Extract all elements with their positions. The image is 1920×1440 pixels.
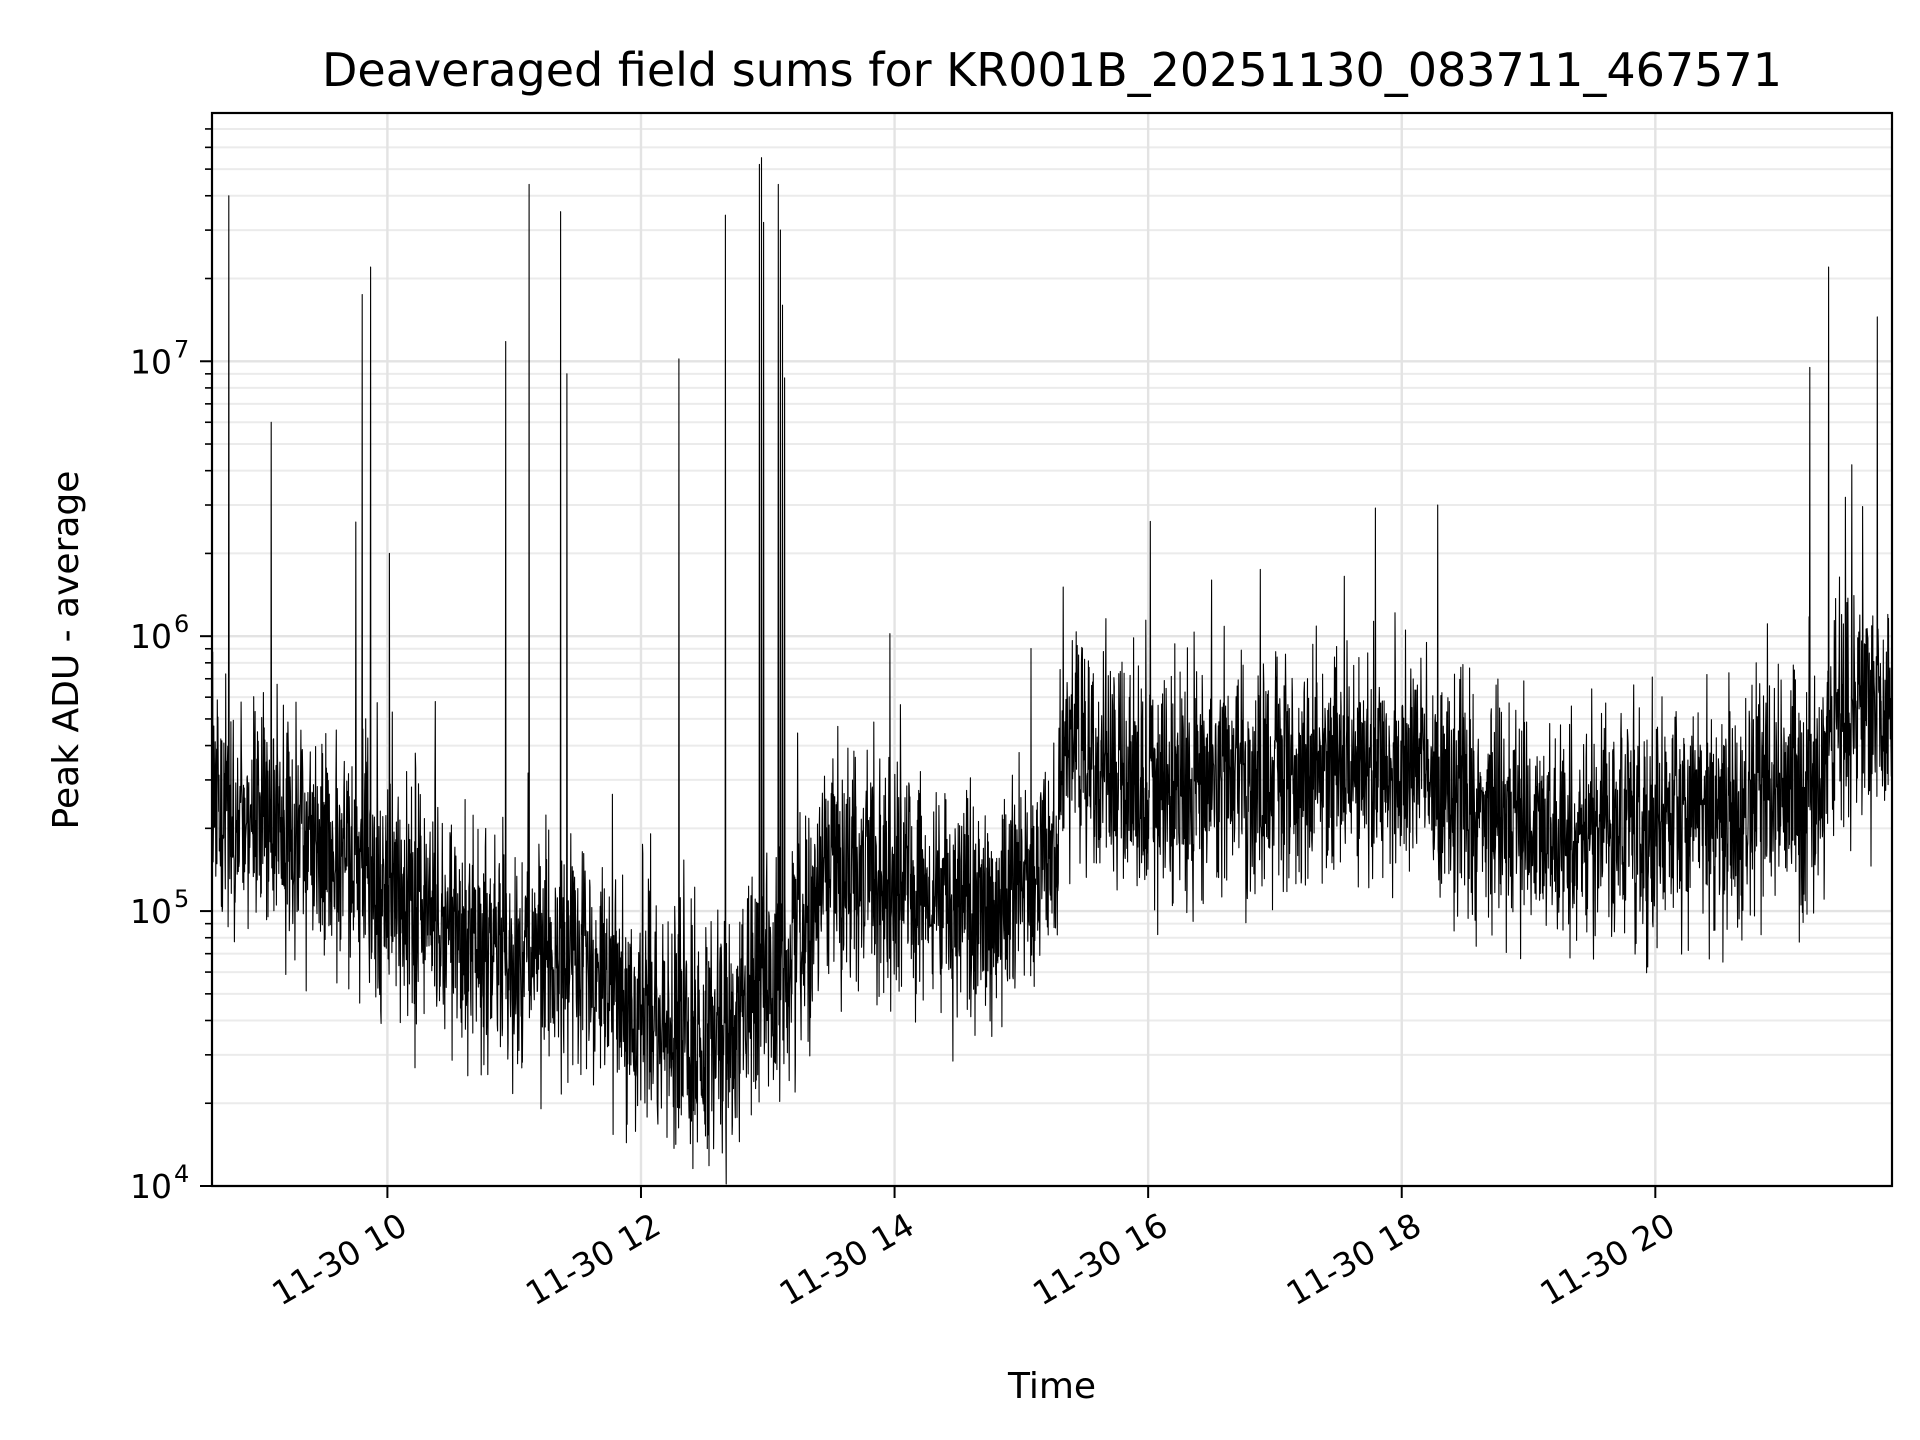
y-axis-label: Peak ADU - average	[46, 471, 87, 830]
x-axis-label: Time	[1007, 1366, 1096, 1407]
y-tick-exponent: 7	[174, 335, 189, 363]
y-tick-label: 10	[130, 892, 172, 931]
chart-title: Deaveraged field sums for KR001B_2025113…	[322, 43, 1782, 97]
series-line	[211, 157, 1893, 1185]
y-tick-label: 10	[130, 1167, 172, 1206]
y-tick-exponent: 6	[174, 610, 189, 638]
y-tick-label: 10	[130, 617, 172, 656]
data-layer	[211, 157, 1893, 1185]
y-tick-exponent: 5	[174, 885, 189, 913]
y-tick-exponent: 4	[174, 1160, 189, 1188]
y-tick-label: 10	[130, 342, 172, 381]
